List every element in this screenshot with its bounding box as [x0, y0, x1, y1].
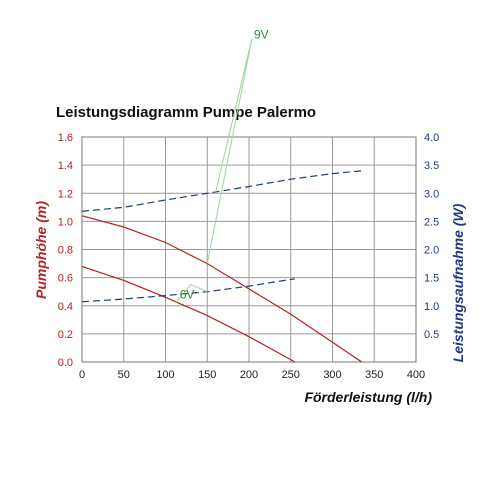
- right-tick-label: 2.0: [424, 245, 439, 257]
- right-tick-label: 3.5: [424, 160, 439, 172]
- bottom-tick-label: 400: [407, 369, 425, 381]
- bottom-tick-label: 150: [198, 369, 216, 381]
- bottom-tick-label: 300: [323, 369, 341, 381]
- right-tick-label: 1.5: [424, 273, 439, 285]
- left-tick-label: 0.6: [58, 273, 73, 285]
- left-tick-label: 0.0: [58, 357, 73, 369]
- head-curve-line: [81, 265, 296, 363]
- annotation-layer: 9V 6V: [175, 27, 269, 304]
- left-y-axis-label: Pumphöhe (m): [33, 201, 49, 299]
- series-layer: [81, 170, 363, 363]
- bottom-tick-label: 100: [156, 369, 174, 381]
- annotation-6v: 6V: [180, 288, 195, 302]
- annotation-leader-6v: [175, 283, 208, 304]
- bottom-tick-label: 200: [240, 369, 258, 381]
- left-tick-label: 1.6: [58, 132, 73, 144]
- right-tick-label: 0.5: [424, 329, 439, 341]
- bottom-tick-label: 0: [79, 369, 85, 381]
- right-tick-label: 3.0: [424, 188, 439, 200]
- right-tick-label: 1.0: [424, 301, 439, 313]
- x-axis-label: Förderleistung (l/h): [304, 389, 432, 405]
- bottom-tick-label: 50: [118, 369, 130, 381]
- right-axis-ticks: 0.5 1.0 1.5 2.0 2.5 3.0 3.5 4.0: [424, 132, 439, 341]
- left-tick-label: 0.8: [58, 245, 73, 257]
- annotation-9v: 9V: [254, 27, 269, 41]
- left-tick-label: 1.2: [58, 188, 73, 200]
- bottom-tick-label: 250: [282, 369, 300, 381]
- left-axis-ticks: 0.0 0.2 0.4 0.6 0.8 1.0 1.2 1.4 1.6: [58, 132, 73, 369]
- annotation-leader-9v: [206, 38, 253, 264]
- left-tick-label: 0.4: [58, 301, 73, 313]
- right-tick-label: 4.0: [424, 132, 439, 144]
- left-tick-label: 1.4: [58, 160, 73, 172]
- plot-frame: [81, 136, 417, 363]
- plot-border: [81, 136, 417, 363]
- power-curve-line: [81, 278, 295, 303]
- chart-grid: [82, 137, 416, 362]
- bottom-axis-ticks: 0 50 100 150 200 250 300 350 400: [79, 369, 425, 381]
- chart-title: Leistungsdiagramm Pumpe Palermo: [56, 104, 316, 121]
- left-tick-label: 0.2: [58, 329, 73, 341]
- left-tick-label: 1.0: [58, 216, 73, 228]
- bottom-tick-label: 350: [365, 369, 383, 381]
- power-curve-line: [81, 170, 362, 212]
- right-tick-label: 2.5: [424, 216, 439, 228]
- head-curve-line: [81, 215, 363, 363]
- right-y-axis-label: Leistungsaufnahme (W): [450, 203, 466, 362]
